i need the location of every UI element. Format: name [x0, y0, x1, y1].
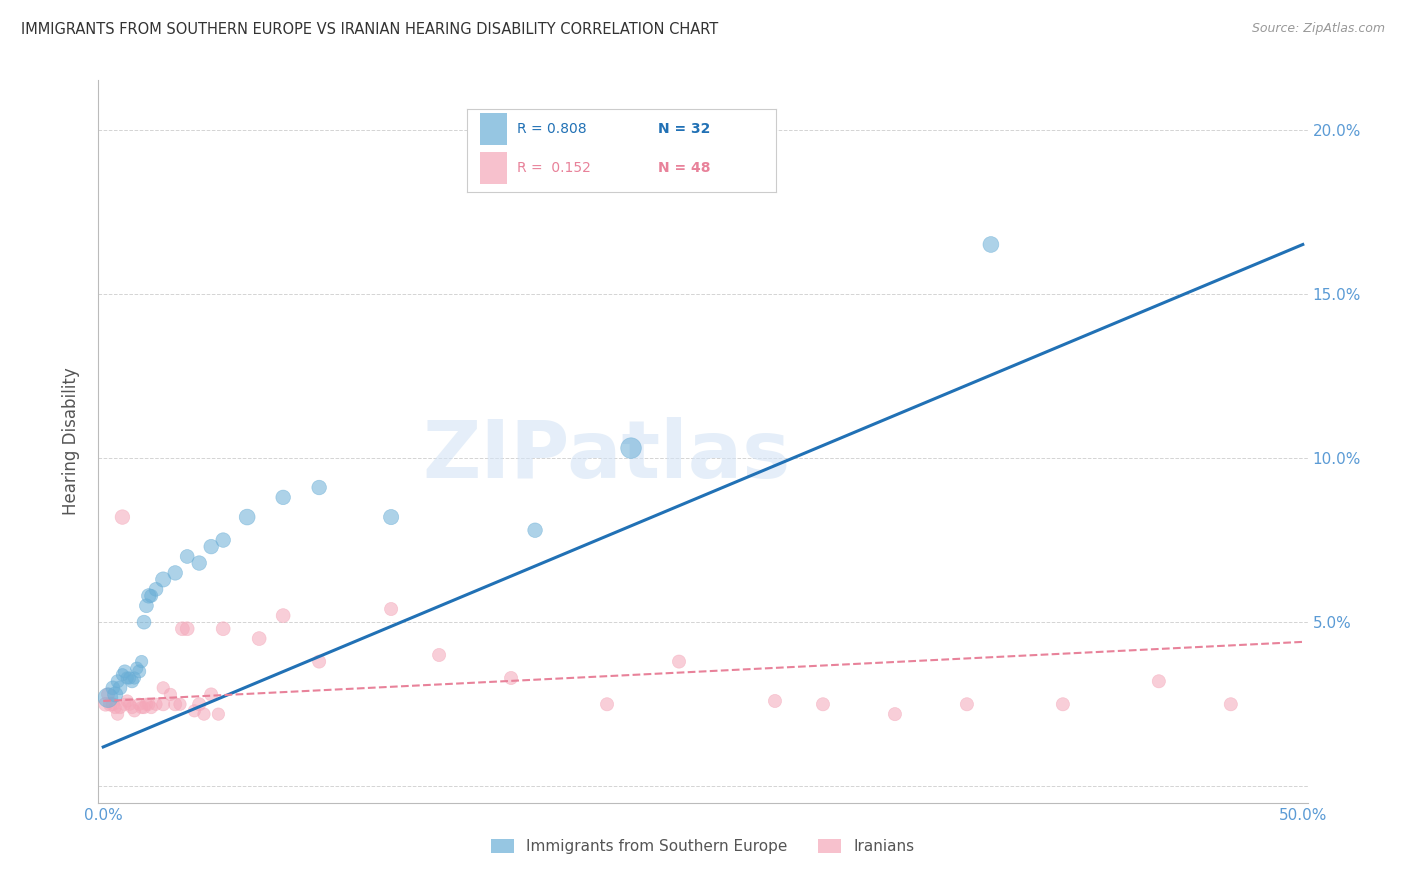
Point [125, 661, 148, 675]
Point [101, 681, 124, 695]
Point [145, 698, 167, 712]
Point [596, 698, 619, 712]
Point [128, 698, 150, 712]
Point [111, 667, 134, 681]
Point [236, 510, 259, 524]
Point [668, 655, 690, 669]
Point [499, 671, 522, 685]
Point [1219, 698, 1241, 712]
Point [188, 698, 211, 712]
Point [101, 698, 124, 712]
Point [200, 540, 222, 554]
Point [121, 674, 143, 689]
Point [956, 698, 979, 712]
Point [108, 681, 131, 695]
Point [115, 671, 138, 685]
Point [118, 698, 141, 712]
Point [141, 700, 163, 714]
Point [271, 608, 294, 623]
Point [118, 671, 141, 685]
Point [193, 707, 215, 722]
Point [524, 523, 547, 537]
Point [100, 698, 122, 712]
Point [620, 441, 643, 455]
Legend: Immigrants from Southern Europe, Iranians: Immigrants from Southern Europe, Iranian… [485, 833, 921, 860]
Point [97, 690, 120, 705]
Point [380, 510, 402, 524]
Point [104, 700, 127, 714]
Text: IMMIGRANTS FROM SOUTHERN EUROPE VS IRANIAN HEARING DISABILITY CORRELATION CHART: IMMIGRANTS FROM SOUTHERN EUROPE VS IRANI… [21, 22, 718, 37]
Point [124, 671, 146, 685]
Point [176, 622, 198, 636]
Point [183, 704, 205, 718]
Point [114, 665, 136, 679]
Point [138, 698, 160, 712]
Point [165, 566, 187, 580]
Point [427, 648, 450, 662]
Point [114, 698, 136, 712]
Point [212, 533, 235, 547]
Point [271, 491, 294, 505]
Point [135, 698, 157, 712]
Point [128, 665, 150, 679]
Point [1052, 698, 1074, 712]
Point [152, 681, 174, 695]
Point [132, 615, 155, 630]
Point [207, 707, 229, 722]
Point [121, 700, 143, 714]
Point [145, 582, 167, 597]
Point [108, 700, 131, 714]
Point [138, 589, 160, 603]
Point [115, 694, 138, 708]
Point [763, 694, 786, 708]
Point [124, 704, 146, 718]
Point [212, 622, 235, 636]
Point [884, 707, 907, 722]
Text: Source: ZipAtlas.com: Source: ZipAtlas.com [1251, 22, 1385, 36]
Point [308, 481, 330, 495]
Point [811, 698, 834, 712]
Point [132, 700, 155, 714]
Point [141, 589, 163, 603]
Point [247, 632, 270, 646]
Point [97, 687, 120, 701]
Y-axis label: Hearing Disability: Hearing Disability [62, 368, 80, 516]
Point [107, 674, 129, 689]
Point [200, 687, 222, 701]
Point [165, 698, 187, 712]
Point [1147, 674, 1170, 689]
Point [380, 602, 402, 616]
Text: ZIPatlas: ZIPatlas [422, 417, 790, 495]
Point [94, 698, 117, 712]
Point [169, 698, 191, 712]
Point [131, 655, 153, 669]
Point [308, 655, 330, 669]
Point [131, 700, 153, 714]
Point [980, 237, 1002, 252]
Point [107, 707, 129, 722]
Point [176, 549, 198, 564]
Point [135, 599, 157, 613]
Point [152, 698, 174, 712]
Point [172, 622, 194, 636]
Point [111, 510, 134, 524]
Point [104, 687, 127, 701]
Point [159, 687, 181, 701]
Point [152, 573, 174, 587]
Point [188, 556, 211, 570]
